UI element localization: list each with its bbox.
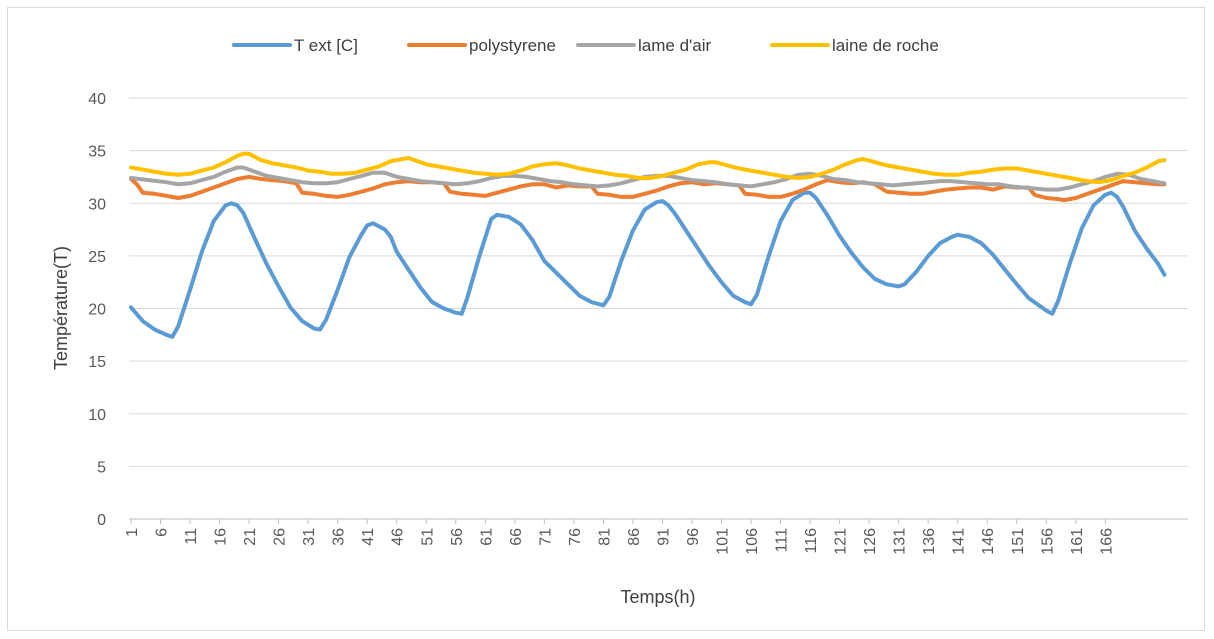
x-tick-label: 141: [951, 528, 968, 555]
x-tick-label: 81: [596, 528, 613, 546]
y-tick-label: 35: [88, 144, 106, 161]
series-line-3: [129, 151, 1167, 185]
x-tick-label: 61: [478, 528, 495, 546]
y-tick-label: 30: [88, 196, 106, 213]
x-tick-label: 111: [774, 528, 791, 552]
legend: T ext [C] polystyrene lame d'air laine de r…: [232, 36, 939, 55]
x-tick-label: 21: [242, 528, 259, 546]
x-tick-label: 146: [980, 528, 997, 555]
legend-label-1: polystyrene: [469, 36, 556, 55]
legend-label-0: T ext [C]: [294, 36, 358, 55]
x-tick-label: 6: [154, 528, 171, 537]
y-tick-label: 25: [88, 249, 106, 266]
x-tick-label: 126: [862, 528, 879, 555]
x-tick-label: 56: [449, 528, 466, 546]
x-tick-label: 161: [1069, 528, 1086, 555]
x-tick-label: 101: [715, 528, 732, 555]
x-tick-label: 71: [537, 528, 554, 546]
x-tick-label: 66: [508, 528, 525, 546]
series-line-1: [129, 174, 1167, 203]
x-tick-label: 26: [272, 528, 289, 546]
x-tick-label: 96: [685, 528, 702, 546]
x-tick-labels: 1 6 11 16 21 26 31 36 41 46 51 56 61 66 71 76 81 86 91 96 10…: [124, 519, 1115, 555]
x-tick-label: 46: [390, 528, 407, 546]
x-tick-label: 1: [124, 528, 141, 537]
x-axis-title: Temps(h): [620, 587, 695, 607]
x-tick-label: 156: [1039, 528, 1056, 555]
x-tick-label: 41: [360, 528, 377, 546]
series-lines: [129, 151, 1167, 339]
y-tick-label: 20: [88, 302, 106, 319]
x-tick-label: 131: [892, 528, 909, 555]
x-tick-label: 151: [1010, 528, 1027, 555]
gridlines: [129, 97, 1188, 520]
x-tick-label: 166: [1098, 528, 1115, 555]
y-tick-label: 0: [97, 512, 106, 529]
y-tick-label: 15: [88, 354, 106, 371]
x-tick-label: 136: [921, 528, 938, 555]
x-tick-label: 106: [744, 528, 761, 555]
x-tick-label: 11: [183, 528, 200, 545]
x-tick-label: 116: [803, 528, 820, 554]
legend-label-3: laine de roche: [832, 36, 939, 55]
x-tick-label: 16: [213, 528, 230, 546]
x-tick-label: 31: [301, 528, 318, 546]
y-tick-labels: 0 5 10 15 20 25 30 35 40: [88, 91, 106, 529]
y-tick-label: 40: [88, 91, 106, 108]
x-tick-label: 91: [655, 528, 672, 546]
x-tick-label: 51: [419, 528, 436, 546]
y-axis-title: Température(T): [51, 246, 71, 370]
x-tick-label: 76: [567, 528, 584, 546]
x-tick-label: 36: [331, 528, 348, 546]
x-tick-label: 86: [626, 528, 643, 546]
series-line-0: [129, 190, 1167, 339]
y-tick-label: 10: [88, 407, 106, 424]
y-tick-label: 5: [97, 459, 106, 476]
legend-label-2: lame d'air: [638, 36, 712, 55]
chart-frame: [7, 7, 1205, 631]
x-tick-label: 121: [833, 528, 850, 555]
